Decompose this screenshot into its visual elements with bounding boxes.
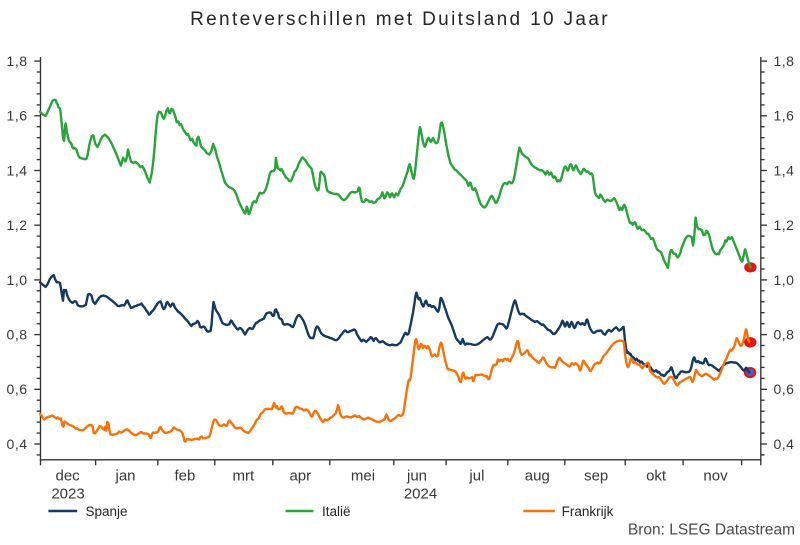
svg-text:jul: jul bbox=[468, 468, 484, 485]
svg-text:1,2: 1,2 bbox=[7, 217, 28, 233]
svg-text:mrt: mrt bbox=[232, 468, 254, 485]
svg-text:jun: jun bbox=[406, 468, 427, 485]
svg-text:okt: okt bbox=[646, 468, 667, 485]
svg-text:apr: apr bbox=[289, 468, 311, 485]
svg-text:Italië: Italië bbox=[322, 504, 351, 519]
svg-text:0,8: 0,8 bbox=[7, 327, 28, 343]
svg-text:0,4: 0,4 bbox=[7, 436, 28, 452]
svg-text:1,6: 1,6 bbox=[7, 108, 28, 124]
svg-text:2023: 2023 bbox=[51, 486, 84, 503]
svg-text:1,8: 1,8 bbox=[7, 53, 28, 69]
svg-text:Bron: LSEG Datastream: Bron: LSEG Datastream bbox=[628, 522, 795, 539]
svg-text:mei: mei bbox=[351, 468, 375, 485]
svg-text:0,6: 0,6 bbox=[774, 381, 795, 397]
svg-text:1,4: 1,4 bbox=[774, 162, 795, 178]
svg-text:1,8: 1,8 bbox=[774, 53, 795, 69]
svg-text:1,0: 1,0 bbox=[7, 272, 28, 288]
svg-text:0,6: 0,6 bbox=[7, 381, 28, 397]
svg-text:Spanje: Spanje bbox=[86, 504, 128, 519]
svg-text:1,2: 1,2 bbox=[774, 217, 795, 233]
svg-text:nov: nov bbox=[703, 468, 728, 485]
svg-text:0,4: 0,4 bbox=[774, 436, 795, 452]
svg-text:1,6: 1,6 bbox=[774, 108, 795, 124]
svg-text:2024: 2024 bbox=[404, 486, 437, 503]
svg-text:dec: dec bbox=[56, 468, 81, 485]
svg-text:Frankrijk: Frankrijk bbox=[562, 504, 614, 519]
svg-text:jan: jan bbox=[114, 468, 135, 485]
svg-text:Renteverschillen met Duitsland: Renteverschillen met Duitsland 10 Jaar bbox=[190, 9, 610, 30]
svg-text:sep: sep bbox=[584, 468, 608, 485]
svg-text:0,8: 0,8 bbox=[774, 327, 795, 343]
svg-text:feb: feb bbox=[174, 468, 195, 485]
svg-text:1,4: 1,4 bbox=[7, 162, 28, 178]
svg-text:1,0: 1,0 bbox=[774, 272, 795, 288]
svg-text:aug: aug bbox=[525, 468, 550, 485]
